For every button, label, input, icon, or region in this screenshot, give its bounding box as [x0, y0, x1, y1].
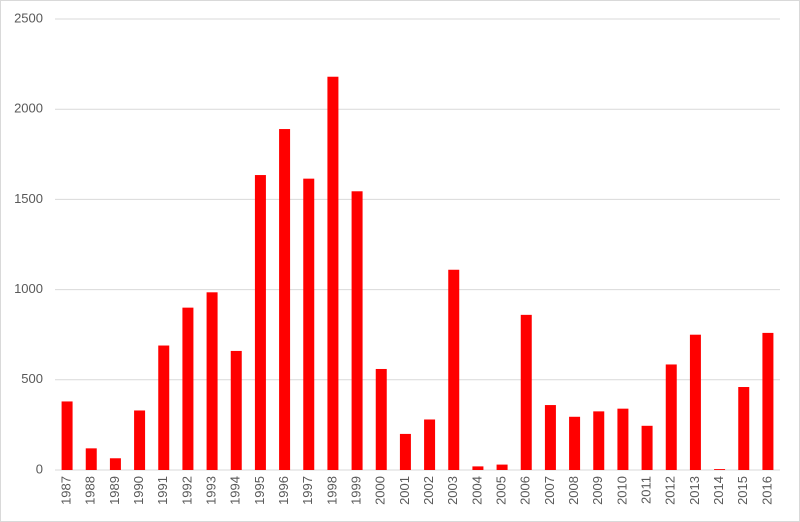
bar	[279, 129, 291, 470]
x-tick-label: 2003	[445, 476, 460, 505]
x-tick-label: 1996	[276, 476, 291, 505]
x-tick-label: 2009	[590, 476, 605, 505]
bar	[544, 405, 556, 470]
bar	[109, 458, 121, 470]
x-tick-label: 2014	[711, 476, 726, 505]
x-tick-label: 2016	[759, 476, 774, 505]
bar	[375, 368, 387, 470]
bar	[134, 410, 146, 470]
y-tick-label: 2000	[14, 101, 43, 116]
x-tick-label: 2013	[687, 476, 702, 505]
bar	[665, 364, 677, 470]
bar	[424, 419, 436, 470]
y-tick-label: 1500	[14, 191, 43, 206]
x-tick-label: 1994	[228, 476, 243, 505]
x-tick-label: 1989	[107, 476, 122, 505]
bar	[206, 292, 218, 470]
x-tick-label: 1992	[179, 476, 194, 505]
bar	[472, 466, 484, 470]
x-tick-label: 1998	[324, 476, 339, 505]
bar	[496, 464, 508, 470]
bar	[738, 387, 750, 470]
x-tick-label: 2010	[614, 476, 629, 505]
bar	[689, 334, 701, 470]
bar	[641, 425, 653, 470]
bar	[230, 350, 242, 470]
y-tick-label: 2500	[14, 10, 43, 25]
bar	[593, 411, 605, 470]
bar	[448, 269, 460, 470]
y-tick-label: 0	[36, 461, 43, 476]
x-tick-label: 2011	[639, 476, 654, 504]
bar	[617, 408, 629, 470]
x-tick-label: 1990	[131, 476, 146, 505]
bar	[569, 416, 581, 470]
bar	[85, 448, 97, 470]
bar	[303, 178, 315, 471]
bar	[762, 332, 774, 470]
x-tick-label: 1999	[349, 476, 364, 505]
x-tick-label: 2007	[542, 476, 557, 505]
bar	[182, 307, 194, 470]
x-tick-label: 1993	[204, 476, 219, 505]
x-tick-label: 2002	[421, 476, 436, 505]
bar	[61, 401, 73, 470]
bar	[351, 191, 363, 471]
bar	[327, 76, 339, 470]
x-tick-label: 2001	[397, 476, 412, 505]
bar	[520, 314, 532, 470]
bar	[158, 345, 170, 470]
x-tick-label: 2000	[373, 476, 388, 505]
y-tick-label: 500	[21, 371, 43, 386]
x-tick-label: 2008	[566, 476, 581, 505]
bar	[254, 175, 266, 470]
x-tick-label: 2015	[735, 476, 750, 505]
x-tick-label: 1995	[252, 476, 267, 505]
x-tick-label: 2006	[518, 476, 533, 505]
x-tick-label: 1988	[83, 476, 98, 505]
bar	[399, 433, 411, 470]
x-tick-label: 2004	[469, 476, 484, 505]
x-tick-label: 2012	[663, 476, 678, 505]
x-tick-label: 2005	[494, 476, 509, 505]
bar	[714, 469, 726, 470]
x-tick-label: 1987	[59, 476, 74, 505]
x-tick-label: 1997	[300, 476, 315, 505]
x-tick-label: 1991	[155, 476, 170, 505]
y-tick-label: 1000	[14, 281, 43, 296]
